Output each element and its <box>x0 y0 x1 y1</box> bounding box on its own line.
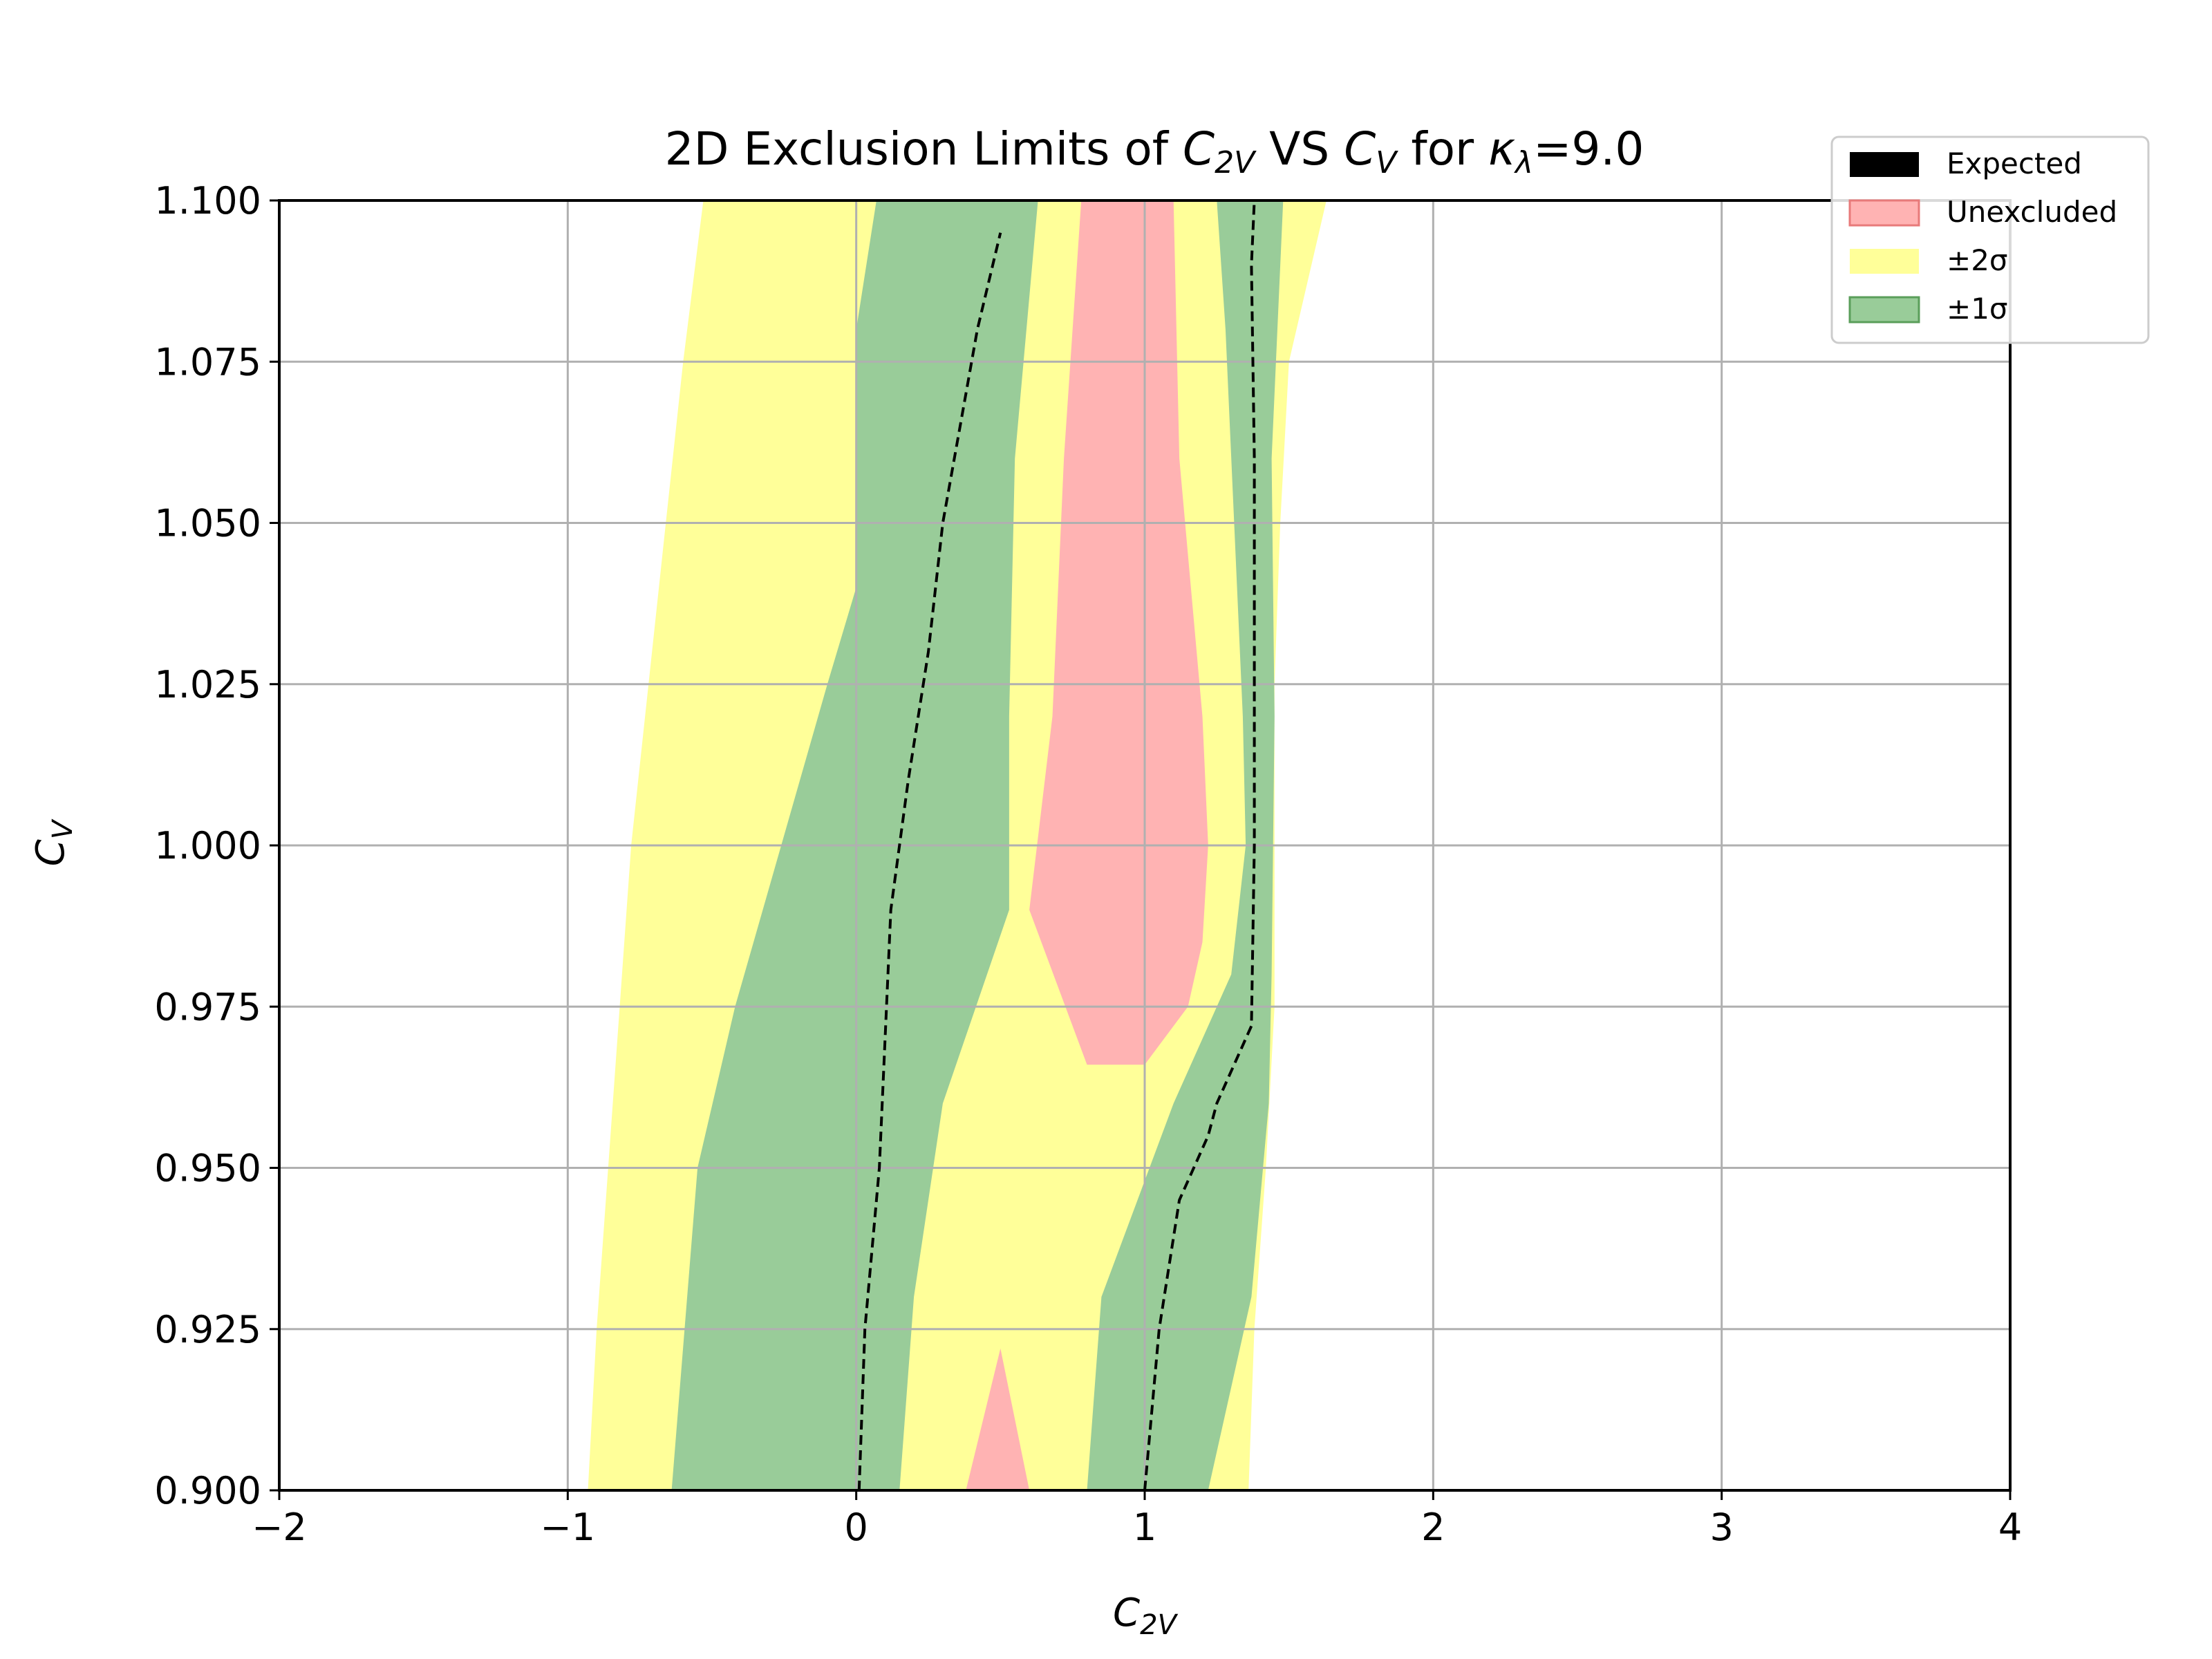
y-tick-label-8: 1.100 <box>154 179 261 223</box>
legend-label-2: ±2σ <box>1947 243 2008 277</box>
legend-box <box>1830 135 2150 344</box>
y-tick-label-4: 1.000 <box>154 824 261 868</box>
legend-swatch-2 <box>1850 249 1919 274</box>
legend-label-1: Unexcluded <box>1947 195 2117 229</box>
y-axis-title: CV <box>28 818 79 866</box>
y-tick-label-0: 0.900 <box>154 1469 261 1512</box>
chart-title: 2D Exclusion Limits of C2V VS CV for κλ=… <box>665 122 1644 180</box>
legend-entries: Expected Unexcluded ±2σ ±1σ <box>1848 147 2117 326</box>
y-tick-label-2: 0.950 <box>154 1147 261 1190</box>
legend-label-0: Expected <box>1947 147 2082 180</box>
x-tick-label-0: −2 <box>252 1506 307 1549</box>
legend-swatch-0 <box>1850 152 1919 177</box>
x-tick-label-5: 3 <box>1709 1506 1733 1549</box>
expected-curves <box>857 200 1256 1490</box>
y-axis-ticks: 0.900 0.925 0.950 0.975 1.000 1.025 1.050 1.075… <box>154 179 279 1512</box>
y-tick-label-3: 0.975 <box>154 985 261 1029</box>
y-tick-label-1: 0.925 <box>154 1308 261 1351</box>
y-tick-label-7: 1.075 <box>154 340 261 384</box>
legend: Expected Unexcluded ±2σ ±1σ <box>1830 135 2150 344</box>
x-axis-ticks: −2 −1 0 1 2 3 4 <box>252 1490 2022 1549</box>
unexcluded-region-0 <box>1029 200 1208 1065</box>
y-tick-label-5: 1.025 <box>154 663 261 706</box>
x-tick-label-4: 2 <box>1421 1506 1445 1549</box>
x-tick-label-1: −1 <box>541 1506 596 1549</box>
legend-swatch-3 <box>1848 296 1920 324</box>
unexcluded-region-1 <box>966 1348 1030 1490</box>
x-axis-title: C2V <box>1113 1591 1179 1641</box>
expected-curve-1 <box>1143 200 1256 1490</box>
legend-swatch-1 <box>1848 199 1920 227</box>
x-tick-label-2: 0 <box>844 1506 868 1549</box>
expected-curve-0 <box>857 232 1002 1490</box>
x-tick-label-3: 1 <box>1133 1506 1156 1549</box>
legend-label-3: ±1σ <box>1947 292 2008 326</box>
y-tick-label-6: 1.050 <box>154 502 261 545</box>
x-tick-label-6: 4 <box>1998 1506 2022 1549</box>
